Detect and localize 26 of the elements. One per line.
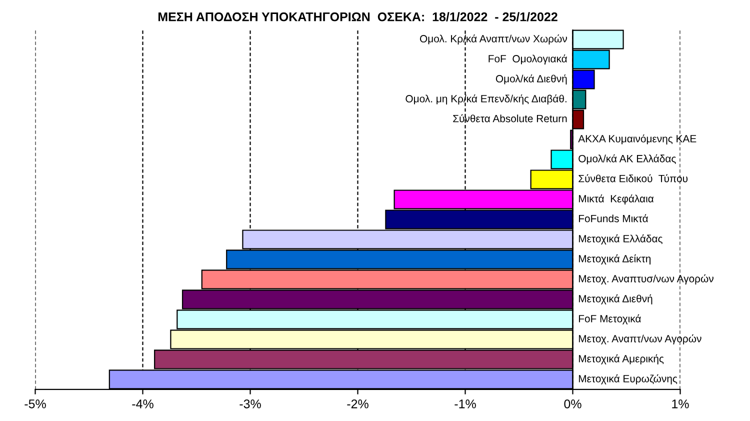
y-tick-label: Σύνθετα Ειδικού Τύπου <box>578 174 688 182</box>
chart-title: ΜΕΣΗ ΑΠΟΔΟΣΗ ΥΠΟΚΑΤΗΓΟΡΙΩΝ ΟΣΕΚΑ: 18/1/2022 - 25/1/2022 <box>158 12 558 22</box>
y-tick-label: Μετοχικά Διεθνή <box>578 294 652 304</box>
y-tick-label: Ομολ/κά ΑΚ Ελλάδας <box>578 154 676 164</box>
y-tick-label: Μετοχικά Ελλάδας <box>578 234 662 244</box>
y-tick-label: FoFunds Μικτά <box>578 214 648 222</box>
x-tick-label: -3% <box>240 399 261 408</box>
y-tick-label: Ομολ/κά Διεθνή <box>496 74 567 84</box>
y-tick-label: Μικτά Κεφάλαια <box>578 194 654 204</box>
y-tick-label: Ομολ. μη Κρ/κά Επενδ/κής Διαβάθ. <box>406 94 566 104</box>
y-tick-label: Ομολ. Κρ/κά Αναπτ/νων Χωρών <box>420 34 567 44</box>
x-tick-label: -2% <box>347 399 368 408</box>
x-tick-label: -5% <box>24 400 46 408</box>
y-tick-label: Σύνθετα Absolute Return <box>453 114 567 122</box>
x-tick-label: -1% <box>454 400 476 408</box>
x-tick-label: 0% <box>564 399 582 408</box>
x-tick-label: -4% <box>132 400 154 408</box>
y-tick-label: Μετοχ. Αναπτ/νων Αγορών <box>578 334 702 344</box>
y-tick-label: Μετοχ. Αναπτυσ/νων Αγορών <box>578 274 714 284</box>
y-tick-label: FoF Μετοχικά <box>578 314 641 324</box>
y-tick-label: Μετοχικά Αμερικής <box>578 354 664 364</box>
y-tick-label: Μετοχικά Ευρωζώνης <box>578 374 678 384</box>
y-tick-label: Μετοχικά Δείκτη <box>578 254 650 264</box>
x-tick-label: 1% <box>672 400 689 408</box>
y-tick-label: FoF Ομολογιακά <box>488 54 568 64</box>
y-tick-label: ΑΚΧΑ Κυμαινόμενης ΚΑΕ <box>578 134 696 144</box>
